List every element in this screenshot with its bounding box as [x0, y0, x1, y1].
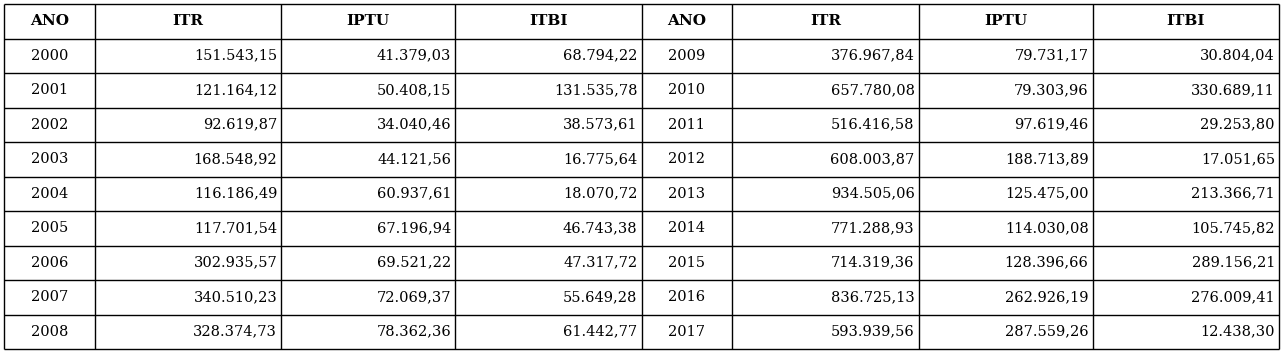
Text: 593.939,56: 593.939,56	[831, 325, 915, 339]
Text: 276.009,41: 276.009,41	[1192, 290, 1275, 304]
Text: 67.196,94: 67.196,94	[377, 221, 452, 235]
Text: 2009: 2009	[668, 49, 706, 63]
Text: 328.374,73: 328.374,73	[194, 325, 277, 339]
Text: 41.379,03: 41.379,03	[377, 49, 452, 63]
Text: 2012: 2012	[668, 152, 706, 166]
Text: 50.408,15: 50.408,15	[377, 83, 452, 97]
Text: 79.731,17: 79.731,17	[1015, 49, 1088, 63]
Text: 18.070,72: 18.070,72	[563, 187, 638, 201]
Text: 2005: 2005	[31, 221, 68, 235]
Text: 836.725,13: 836.725,13	[831, 290, 915, 304]
Text: 12.438,30: 12.438,30	[1201, 325, 1275, 339]
Text: 151.543,15: 151.543,15	[194, 49, 277, 63]
Text: ITBI: ITBI	[1166, 14, 1205, 28]
Text: ITR: ITR	[172, 14, 204, 28]
Text: 2016: 2016	[668, 290, 706, 304]
Text: 46.743,38: 46.743,38	[563, 221, 638, 235]
Text: 340.510,23: 340.510,23	[194, 290, 277, 304]
Text: 72.069,37: 72.069,37	[376, 290, 452, 304]
Text: 114.030,08: 114.030,08	[1005, 221, 1088, 235]
Text: 934.505,06: 934.505,06	[831, 187, 915, 201]
Text: IPTU: IPTU	[346, 14, 390, 28]
Text: 287.559,26: 287.559,26	[1005, 325, 1088, 339]
Text: 2000: 2000	[31, 49, 68, 63]
Text: 47.317,72: 47.317,72	[563, 256, 638, 270]
Text: 16.775,64: 16.775,64	[563, 152, 638, 166]
Text: 168.548,92: 168.548,92	[194, 152, 277, 166]
Text: ANO: ANO	[30, 14, 69, 28]
Text: 2006: 2006	[31, 256, 68, 270]
Text: 608.003,87: 608.003,87	[830, 152, 915, 166]
Text: 128.396,66: 128.396,66	[1005, 256, 1088, 270]
Text: 69.521,22: 69.521,22	[377, 256, 452, 270]
Text: 714.319,36: 714.319,36	[831, 256, 915, 270]
Text: IPTU: IPTU	[984, 14, 1028, 28]
Text: 2014: 2014	[668, 221, 706, 235]
Text: 2011: 2011	[668, 118, 706, 132]
Text: 97.619,46: 97.619,46	[1015, 118, 1088, 132]
Text: 121.164,12: 121.164,12	[194, 83, 277, 97]
Text: 61.442,77: 61.442,77	[563, 325, 638, 339]
Text: 657.780,08: 657.780,08	[830, 83, 915, 97]
Text: 2010: 2010	[668, 83, 706, 97]
Text: 262.926,19: 262.926,19	[1005, 290, 1088, 304]
Text: 79.303,96: 79.303,96	[1014, 83, 1088, 97]
Text: 2013: 2013	[668, 187, 706, 201]
Text: 2003: 2003	[31, 152, 68, 166]
Text: 60.937,61: 60.937,61	[376, 187, 452, 201]
Text: 30.804,04: 30.804,04	[1201, 49, 1275, 63]
Text: 2001: 2001	[31, 83, 68, 97]
Text: 771.288,93: 771.288,93	[831, 221, 915, 235]
Text: 330.689,11: 330.689,11	[1191, 83, 1275, 97]
Text: ITBI: ITBI	[529, 14, 567, 28]
Text: 116.186,49: 116.186,49	[194, 187, 277, 201]
Text: 105.745,82: 105.745,82	[1192, 221, 1275, 235]
Text: 78.362,36: 78.362,36	[376, 325, 452, 339]
Text: 2017: 2017	[668, 325, 706, 339]
Text: 17.051,65: 17.051,65	[1201, 152, 1275, 166]
Text: 2004: 2004	[31, 187, 68, 201]
Text: 2002: 2002	[31, 118, 68, 132]
Text: ANO: ANO	[667, 14, 707, 28]
Text: 302.935,57: 302.935,57	[194, 256, 277, 270]
Text: 68.794,22: 68.794,22	[563, 49, 638, 63]
Text: 92.619,87: 92.619,87	[203, 118, 277, 132]
Text: 131.535,78: 131.535,78	[554, 83, 638, 97]
Text: 2007: 2007	[31, 290, 68, 304]
Text: 38.573,61: 38.573,61	[563, 118, 638, 132]
Text: 29.253,80: 29.253,80	[1201, 118, 1275, 132]
Text: 213.366,71: 213.366,71	[1192, 187, 1275, 201]
Text: 2008: 2008	[31, 325, 68, 339]
Text: 44.121,56: 44.121,56	[377, 152, 452, 166]
Text: 289.156,21: 289.156,21	[1192, 256, 1275, 270]
Text: 117.701,54: 117.701,54	[194, 221, 277, 235]
Text: 55.649,28: 55.649,28	[563, 290, 638, 304]
Text: 2015: 2015	[668, 256, 706, 270]
Text: 125.475,00: 125.475,00	[1005, 187, 1088, 201]
Text: ITR: ITR	[810, 14, 840, 28]
Text: 188.713,89: 188.713,89	[1005, 152, 1088, 166]
Text: 376.967,84: 376.967,84	[831, 49, 915, 63]
Text: 34.040,46: 34.040,46	[376, 118, 452, 132]
Text: 516.416,58: 516.416,58	[831, 118, 915, 132]
